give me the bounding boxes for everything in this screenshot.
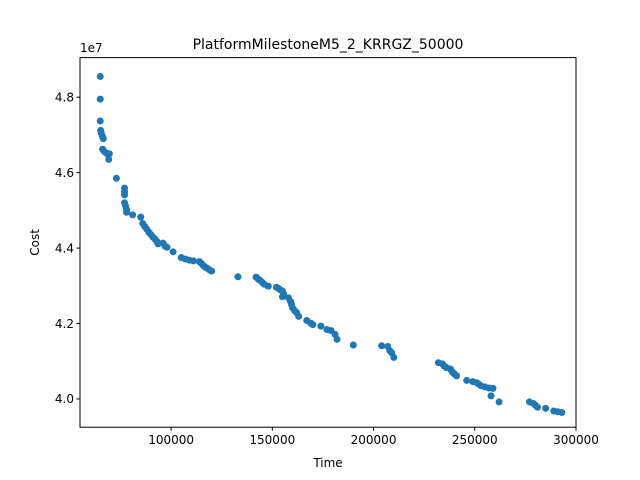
- y-axis-offset-label: 1e7: [80, 41, 103, 55]
- data-point: [123, 208, 131, 216]
- data-point: [463, 376, 471, 384]
- data-points: [96, 72, 566, 416]
- data-point: [558, 408, 566, 416]
- x-axis-ticks: 100000 150000 200000 250000 300000: [148, 427, 599, 447]
- y-tick-label: 4.2: [55, 317, 74, 331]
- data-point: [534, 403, 542, 411]
- data-point: [317, 322, 325, 330]
- x-tick-label: 300000: [553, 433, 599, 447]
- x-tick-label: 100000: [148, 433, 194, 447]
- data-point: [96, 117, 104, 125]
- data-point: [295, 312, 303, 320]
- y-tick-label: 4.4: [55, 241, 74, 255]
- y-axis-ticks: 4.0 4.2 4.4 4.6 4.8: [55, 91, 80, 406]
- x-axis-label: Time: [312, 456, 342, 470]
- data-point: [208, 267, 216, 275]
- y-tick-label: 4.6: [55, 166, 74, 180]
- y-tick-label: 4.0: [55, 392, 74, 406]
- data-point: [163, 243, 171, 251]
- data-point: [137, 213, 145, 221]
- data-point: [234, 273, 242, 281]
- x-tick-label: 250000: [452, 433, 498, 447]
- data-point: [278, 293, 286, 301]
- data-point: [309, 321, 317, 329]
- data-point: [390, 353, 398, 361]
- data-point: [96, 72, 104, 80]
- data-point: [495, 398, 503, 406]
- data-point: [105, 155, 113, 163]
- data-point: [99, 135, 107, 143]
- data-point: [333, 335, 341, 343]
- data-point: [129, 211, 137, 219]
- x-tick-label: 200000: [351, 433, 397, 447]
- data-point: [487, 392, 495, 400]
- data-point: [189, 257, 197, 265]
- data-point: [96, 95, 104, 103]
- data-point: [121, 191, 129, 199]
- data-point: [489, 384, 497, 392]
- data-point: [453, 372, 461, 380]
- data-point: [542, 404, 550, 412]
- plot-frame: [79, 57, 577, 428]
- chart-title: PlatformMilestoneM5_2_KRRGZ_50000: [193, 37, 464, 53]
- data-point: [169, 248, 177, 256]
- x-tick-label: 150000: [249, 433, 295, 447]
- data-point: [112, 174, 120, 182]
- data-point: [105, 150, 113, 158]
- y-axis-label: Cost: [28, 229, 42, 256]
- data-point: [378, 342, 386, 350]
- data-point: [349, 341, 357, 349]
- y-tick-label: 4.8: [55, 91, 74, 105]
- data-point: [264, 282, 272, 290]
